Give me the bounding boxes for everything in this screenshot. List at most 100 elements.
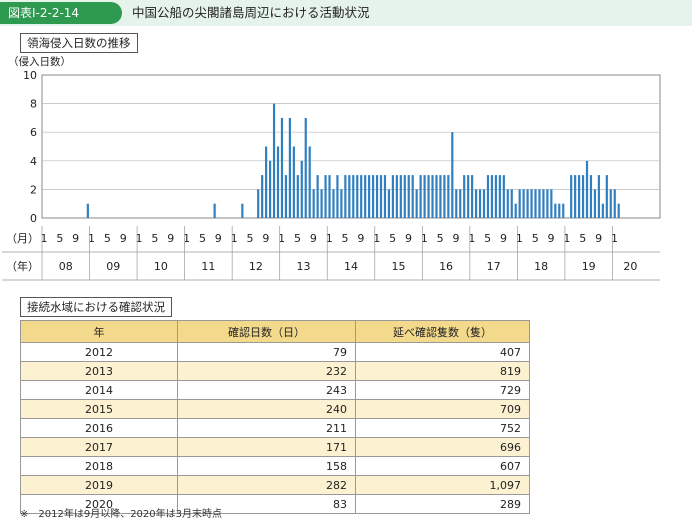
bar (348, 175, 351, 218)
cell-days: 282 (177, 475, 356, 495)
bar (312, 189, 315, 218)
year-label: 16 (439, 260, 453, 273)
bar (320, 189, 323, 218)
bar (383, 175, 387, 218)
y-tick-label: 4 (30, 155, 37, 168)
bar (490, 175, 494, 218)
table-row: 2013 232 819 (20, 361, 530, 381)
y-tick-label: 8 (30, 98, 37, 111)
table-section-title: 接続水域における確認状況 (20, 297, 172, 317)
month-tick-label: 5 (199, 232, 206, 245)
bar (265, 146, 268, 218)
bar (562, 203, 565, 218)
month-tick-label: 5 (294, 232, 301, 245)
bar (407, 175, 410, 218)
month-tick-label: 1 (183, 232, 190, 245)
cell-year: 2016 (20, 418, 178, 438)
contiguous-zone-table: 年 確認日数（日） 延べ確認隻数（隻） 2012 79 407 2013 232 819… (20, 320, 530, 514)
table-row: 2018 158 607 (20, 456, 530, 476)
cell-days: 158 (177, 456, 356, 476)
bar (371, 175, 375, 218)
table-row: 2014 243 729 (20, 380, 530, 400)
year-label: 12 (249, 260, 263, 273)
bar (387, 189, 391, 218)
bar (522, 189, 525, 218)
month-tick-label: 1 (278, 232, 285, 245)
figure-number-tag: 図表Ⅰ-2-2-14 (0, 2, 122, 24)
cell-days: 83 (177, 494, 356, 514)
month-tick-label: 9 (500, 232, 507, 245)
bar (510, 189, 513, 218)
y-tick-label: 10 (23, 69, 37, 82)
bar (463, 175, 466, 218)
month-tick-label: 1 (40, 232, 47, 245)
bar (502, 175, 505, 218)
month-tick-label: 1 (611, 232, 618, 245)
month-tick-label: 1 (516, 232, 523, 245)
month-tick-label: 9 (72, 232, 79, 245)
bar (609, 189, 612, 218)
bar (423, 175, 426, 218)
table-row: 2015 240 709 (20, 399, 530, 419)
bar (617, 203, 620, 218)
bar (288, 117, 291, 218)
month-tick-label: 9 (405, 232, 412, 245)
bar (570, 175, 573, 218)
bar (558, 203, 561, 218)
year-label: 10 (154, 260, 168, 273)
year-axis-label: （年） (6, 259, 39, 273)
header-ships: 延べ確認隻数（隻） (355, 320, 530, 343)
bar (439, 175, 442, 218)
bar (336, 175, 339, 218)
bar (360, 175, 363, 218)
month-tick-label: 9 (262, 232, 269, 245)
bar (554, 203, 557, 218)
bar (356, 175, 359, 218)
bar (213, 203, 216, 218)
bar (272, 103, 276, 218)
bar (534, 189, 537, 218)
cell-days: 243 (177, 380, 356, 400)
table-row: 2020 83 289 (20, 494, 530, 514)
cell-ships: 1,097 (355, 475, 530, 495)
bar (605, 175, 608, 218)
bar (530, 189, 533, 218)
bar (482, 189, 486, 218)
footnote: ※ 2012年は9月以降、2020年は3月末時点 (20, 509, 223, 520)
year-label: 20 (623, 260, 637, 273)
cell-ships: 289 (355, 494, 530, 514)
month-tick-label: 5 (579, 232, 586, 245)
bar (471, 175, 474, 218)
cell-ships: 607 (355, 456, 530, 476)
cell-days: 171 (177, 437, 356, 457)
bar (498, 175, 501, 218)
bar (86, 203, 89, 218)
table-header-row: 年 確認日数（日） 延べ確認隻数（隻） (20, 320, 530, 343)
cell-ships: 729 (355, 380, 530, 400)
bar (546, 189, 549, 218)
month-tick-label: 1 (88, 232, 95, 245)
bar (379, 175, 383, 218)
bar (364, 175, 367, 218)
month-tick-label: 1 (421, 232, 428, 245)
bar (415, 189, 418, 218)
bar (395, 175, 398, 218)
month-tick-label: 5 (484, 232, 491, 245)
cell-days: 79 (177, 342, 356, 362)
month-tick-label: 9 (310, 232, 317, 245)
year-label: 13 (296, 260, 310, 273)
bar (542, 189, 545, 218)
month-tick-label: 9 (452, 232, 459, 245)
month-tick-label: 9 (357, 232, 364, 245)
bar (443, 175, 446, 218)
table-row: 2017 171 696 (20, 437, 530, 457)
month-tick-label: 1 (326, 232, 333, 245)
bar (344, 175, 347, 218)
month-tick-label: 5 (342, 232, 349, 245)
bar (459, 189, 462, 218)
bar (284, 175, 288, 218)
bar (304, 117, 307, 218)
month-tick-label: 1 (563, 232, 570, 245)
y-axis-label: （侵入日数） (8, 55, 71, 68)
